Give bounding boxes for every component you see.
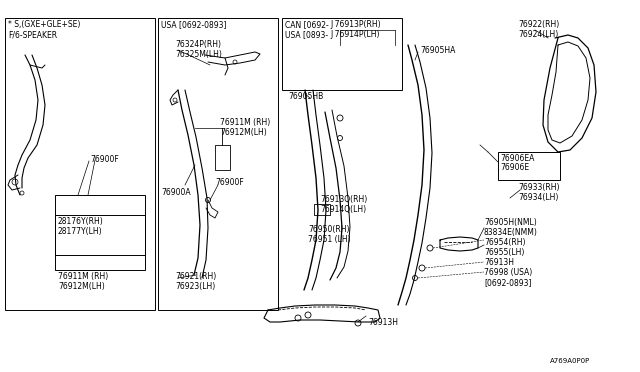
Text: 76954(RH)
76955(LH): 76954(RH) 76955(LH) xyxy=(484,238,525,257)
Text: 76921(RH)
76923(LH): 76921(RH) 76923(LH) xyxy=(175,272,216,291)
Bar xyxy=(5,18,155,310)
Bar xyxy=(158,18,278,310)
Text: 76950(RH)
76951 (LH): 76950(RH) 76951 (LH) xyxy=(308,225,351,244)
Text: A769A0P0P: A769A0P0P xyxy=(550,358,590,364)
Text: 76913H: 76913H xyxy=(368,318,398,327)
Text: J 76913P(RH)
J 76914P(LH): J 76913P(RH) J 76914P(LH) xyxy=(330,20,381,39)
Text: 76900F: 76900F xyxy=(90,155,119,164)
Bar xyxy=(55,195,145,270)
Text: 76905H(NML)
83834E(NMM): 76905H(NML) 83834E(NMM) xyxy=(484,218,538,237)
Text: 76922(RH)
76924(LH): 76922(RH) 76924(LH) xyxy=(518,20,559,39)
Text: * S,(GXE+GLE+SE)
F/6-SPEAKER: * S,(GXE+GLE+SE) F/6-SPEAKER xyxy=(8,20,81,39)
Text: 76913Q(RH)
76914Q(LH): 76913Q(RH) 76914Q(LH) xyxy=(320,195,367,214)
Text: 76905HA: 76905HA xyxy=(420,46,456,55)
Bar xyxy=(282,18,402,90)
Text: 76906EA: 76906EA xyxy=(500,154,534,163)
Text: CAN [0692-
USA [0893-: CAN [0692- USA [0893- xyxy=(285,20,329,39)
Bar xyxy=(498,152,560,180)
Text: 76911M (RH)
76912M(LH): 76911M (RH) 76912M(LH) xyxy=(58,272,108,291)
Text: 76911M (RH)
76912M(LH): 76911M (RH) 76912M(LH) xyxy=(220,118,270,137)
Text: 76900A: 76900A xyxy=(161,188,191,197)
Text: 76933(RH)
76934(LH): 76933(RH) 76934(LH) xyxy=(518,183,559,202)
Text: 76324P(RH)
76325M(LH): 76324P(RH) 76325M(LH) xyxy=(175,40,222,60)
Text: 76913H: 76913H xyxy=(484,258,514,267)
Text: 28176Y(RH)
28177Y(LH): 28176Y(RH) 28177Y(LH) xyxy=(58,217,104,236)
Bar xyxy=(55,215,145,255)
Text: 76905HB: 76905HB xyxy=(288,92,323,101)
Text: 76998 (USA)
[0692-0893]: 76998 (USA) [0692-0893] xyxy=(484,268,532,288)
Text: USA [0692-0893]: USA [0692-0893] xyxy=(161,20,227,29)
Text: 76900F: 76900F xyxy=(215,178,244,187)
Text: 76906E: 76906E xyxy=(500,163,529,172)
